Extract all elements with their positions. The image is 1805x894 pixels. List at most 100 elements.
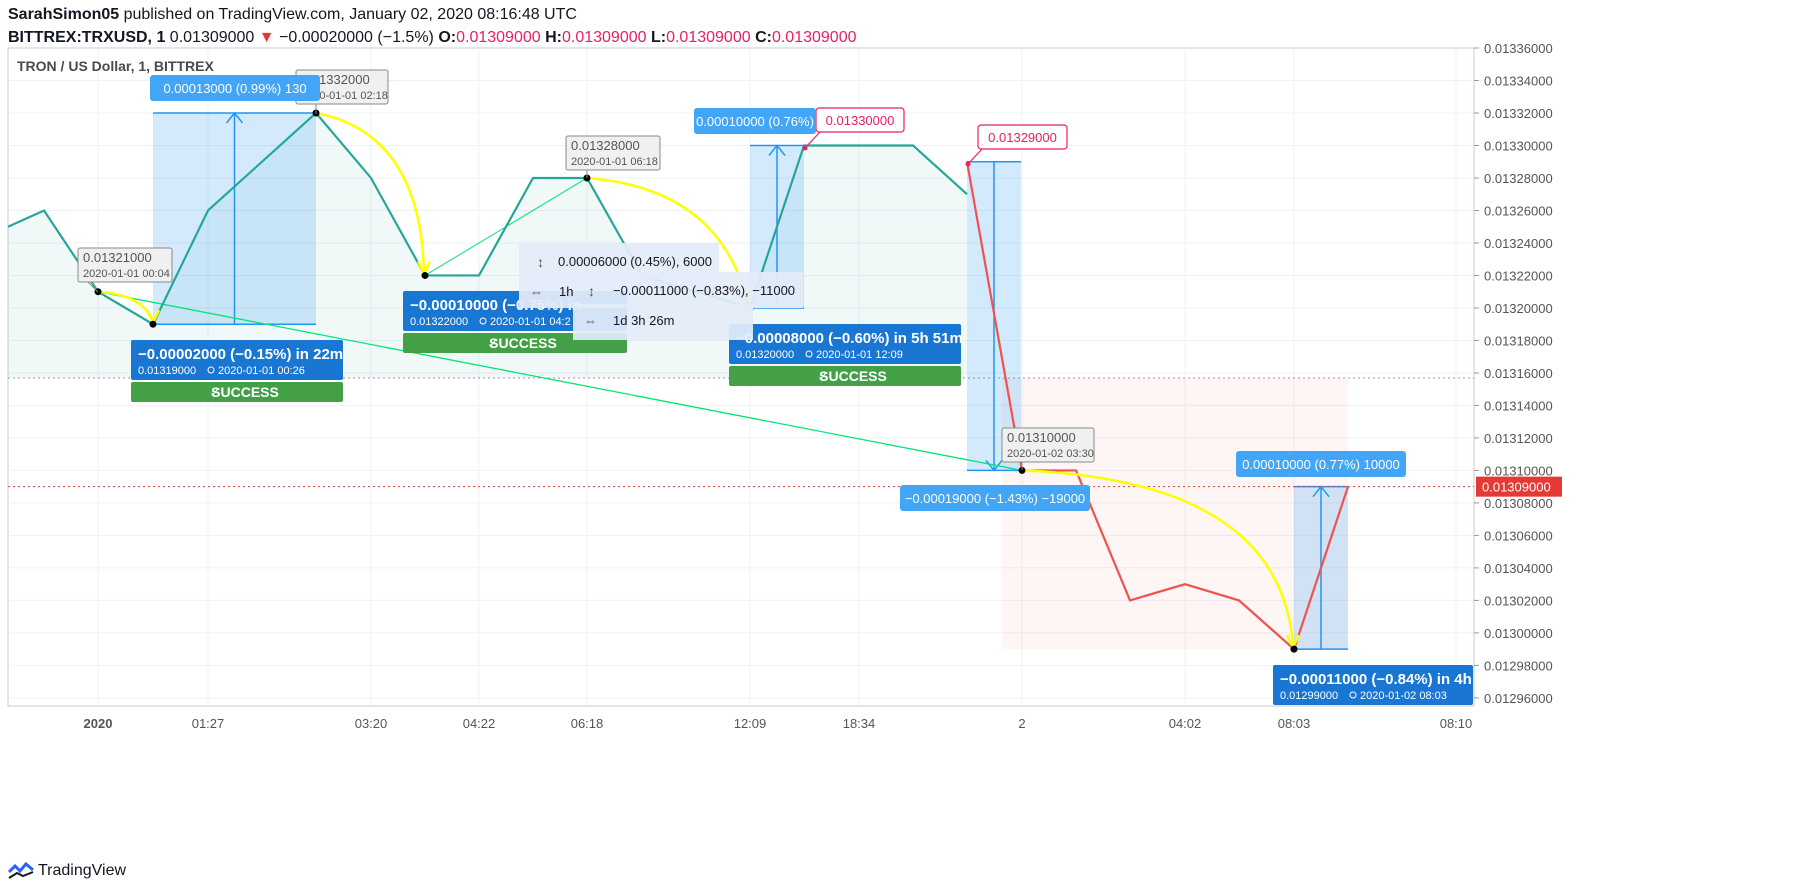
marker-callout-4-time: 2020-01-02 03:30 [1007,448,1094,460]
measure-label-1-text: 0.00013000 (0.99%) 130 [163,81,306,96]
marker-callout-2-time: 2020-01-01 02:18 [301,90,388,102]
measure-tooltip-row3 [573,304,753,340]
price-label-high-1-pointer [804,131,821,149]
price-tick-label: 0.01298000 [1484,658,1553,673]
close-value: 0.01309000 [771,29,857,46]
price-label-high-1-text: 0.01330000 [826,113,895,128]
down-triangle-icon: ▼ [258,29,275,46]
time-tick-label: 06:18 [571,716,604,731]
close-label: C: [755,29,772,46]
forecast-box-4 [1273,665,1473,705]
footer-brand[interactable]: TradingView [8,862,126,880]
forecast-box-3-clock-icon [805,350,813,358]
marker-callout-3-time: 2020-01-01 06:18 [571,156,658,168]
forecast-box-4-price: 0.01299000 [1280,690,1338,702]
symbol-info: BITTREX:TRXUSD, 1 0.01309000 ▼ −0.000200… [8,29,856,47]
measure-tooltip-price: 0.00006000 (0.45%), 6000 [558,254,712,269]
forecast-point [1018,466,1026,474]
price-tick-label: 0.01322000 [1484,268,1553,283]
publish-text: published on TradingView.com, January 02… [123,6,577,23]
forecast-box-1-check-icon: ✓ [210,385,221,400]
price-tick-label: 0.01308000 [1484,496,1553,511]
forecast-box-1-clock-icon [207,366,215,374]
measure-tooltip: ↕ 0.00006000 (0.45%), 6000 ⇔ 1h ↕ −0.00011000… [519,243,803,340]
marker-callout-1-price: 0.01321000 [83,250,152,265]
price-tick-label: 0.01330000 [1484,138,1553,153]
forecast-point [1290,645,1298,653]
low-label: L: [650,29,667,46]
price-tick-label: 0.01310000 [1484,463,1553,478]
high-label: H: [545,29,562,46]
forecast-box-2-clock-icon [479,317,487,325]
measure-label-2-text: 0.00010000 (0.76%) [696,114,814,129]
forecast-box-4-clock-icon [1349,691,1357,699]
author-name[interactable]: SarahSimon05 [8,6,120,23]
price-label-high-2 [977,124,1068,150]
forecast-point [421,271,429,279]
price-tick-label: 0.01334000 [1484,73,1553,88]
time-tick-label: 01:27 [192,716,225,731]
forecast-box-1-status [131,382,343,402]
last-price: 0.01309000 [169,29,255,46]
span-icon: ⇔ [530,284,543,299]
forecast-box-3 [729,324,961,364]
measure-tooltip-duration: 1h [559,284,573,299]
open-label: O: [438,29,457,46]
price-label-high-2-text: 0.01329000 [988,130,1057,145]
footer-brand-label: TradingView [38,862,127,879]
price-tick-label: 0.01324000 [1484,236,1553,251]
marker-callout-1-time: 2020-01-01 00:04 [83,268,170,280]
price-tick-label: 0.01328000 [1484,171,1553,186]
publish-info: SarahSimon05 published on TradingView.co… [8,6,577,24]
price-tick-label: 0.01320000 [1484,301,1553,316]
forecast-box-3-price: 0.01320000 [736,349,794,361]
last-price-tag [1476,476,1562,497]
time-tick-label: 04:22 [463,716,496,731]
marker-callout-4-price: 0.01310000 [1007,430,1076,445]
span-icon: ⇔ [584,313,597,328]
high-value: 0.01309000 [561,29,647,46]
forecast-box-3-time: 2020-01-01 12:09 [816,349,903,361]
trend-line [97,291,1023,472]
forecast-box-1-price: 0.01319000 [138,365,196,377]
price-label-high-2-pointer [967,148,983,165]
forecast-box-2-status-text: SUCCESS [489,335,557,351]
price-tick-label: 0.01296000 [1484,691,1553,706]
area-fill-down [1002,378,1348,650]
forecast-box-2-check-icon: ✓ [488,336,499,351]
forecast-box-1 [131,340,343,380]
time-tick-label: 12:09 [734,716,767,731]
marker-callout-3 [565,135,661,171]
forecast-box-3-main: −0.00008000 (−0.60%) in 5h 51m [736,330,963,347]
measure-label-2 [694,108,816,134]
forecast-point [149,320,157,328]
chart-title: TRON / US Dollar, 1, BITTREX [17,58,214,74]
measure-label-4-text: 0.00010000 (0.77%) 10000 [1242,457,1400,472]
price-tick-label: 0.01326000 [1484,203,1553,218]
price-tick-label: 0.01336000 [1484,41,1553,56]
price-label-high-2-dot [965,161,971,167]
time-tick-label: 08:03 [1278,716,1311,731]
measure-label-1 [150,75,320,101]
symbol-label: BITTREX:TRXUSD, 1 [8,29,166,46]
marker-callout-3-price: 0.01328000 [571,138,640,153]
measure-label-3-text: −0.00019000 (−1.43%) −19000 [905,491,1085,506]
measure-label-4 [1236,451,1406,477]
price-tick-label: 0.01314000 [1484,398,1553,413]
forecast-box-3-status-text: SUCCESS [819,368,887,384]
forecast-box-3-check-icon: ✓ [818,369,829,384]
measure-box-1-arrowhead [225,111,244,124]
low-value: 0.01309000 [666,29,751,46]
time-tick-label: 04:02 [1169,716,1202,731]
forecast-box-4-time: 2020-01-02 08:03 [1360,690,1447,702]
forecast-box-4-main: −0.00011000 (−0.84%) in 4h 3 [1280,671,1484,688]
measure-box-2-arrowhead [768,144,786,156]
open-value: 0.01309000 [456,29,541,46]
forecast-box-2-price: 0.01322000 [410,316,468,328]
forecast-arrow-4 [1021,469,1295,646]
marker-callout-1-pointer [87,281,99,293]
last-price-tag-text: 0.01309000 [1482,480,1551,495]
forecast-arrow-2 [315,111,426,272]
price-label-high-1-dot [802,145,808,151]
